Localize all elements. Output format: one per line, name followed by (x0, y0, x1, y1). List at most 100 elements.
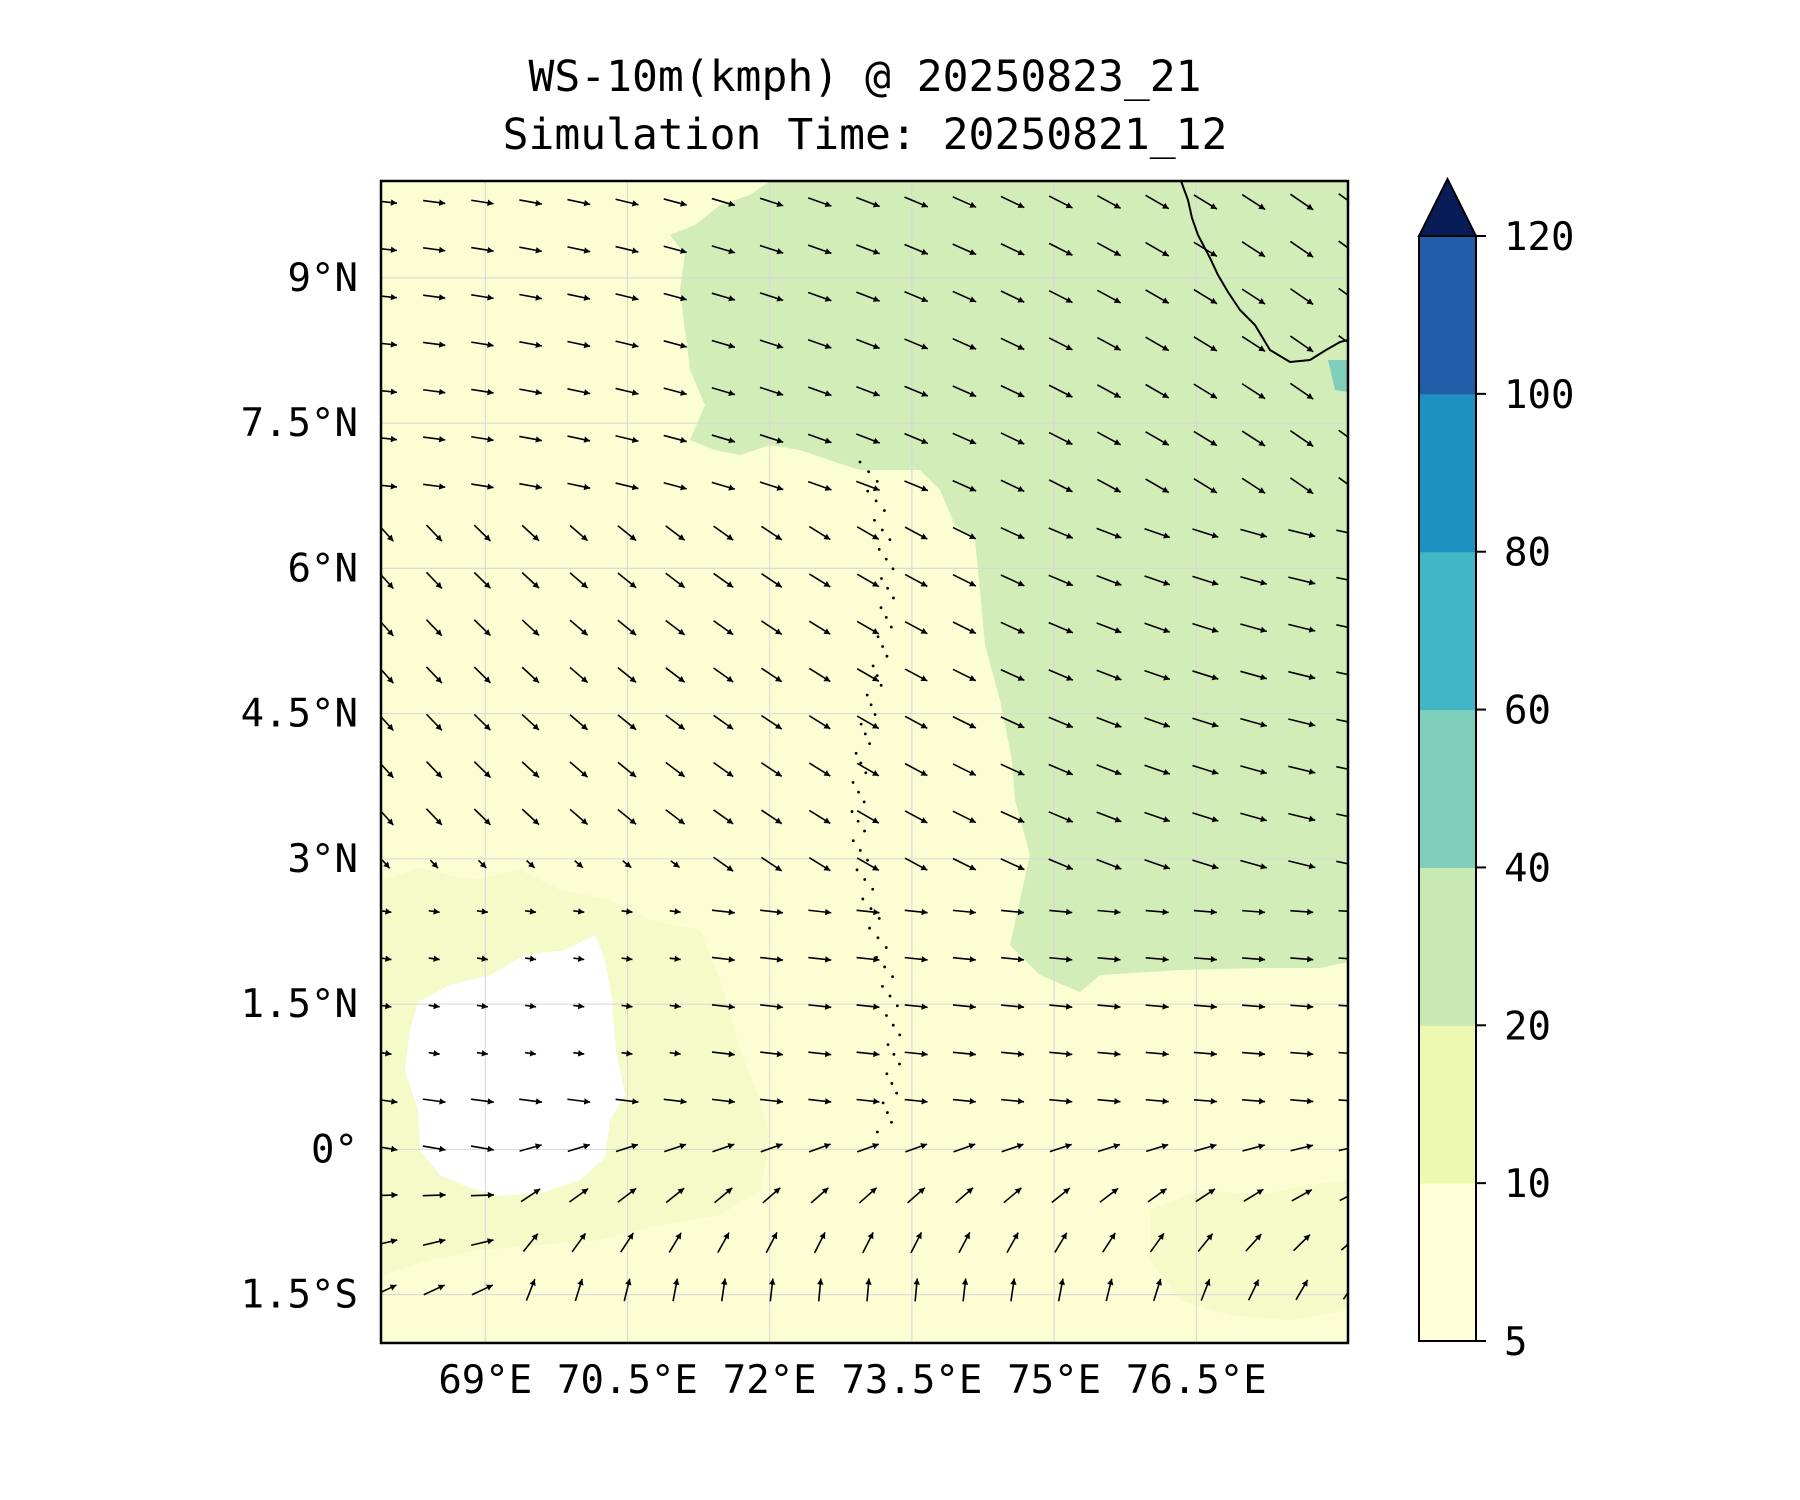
island-dot (881, 1101, 885, 1105)
wind-arrow (856, 668, 880, 682)
wind-arrow (904, 196, 929, 208)
wind-arrow (1193, 956, 1217, 963)
wind-arrow (1338, 193, 1348, 202)
wind-arrow (519, 1098, 543, 1105)
wind-arrow (1339, 1195, 1348, 1202)
wind-arrow (1049, 1098, 1073, 1105)
wind-arrow (1243, 1188, 1264, 1202)
wind-arrow (961, 1278, 969, 1302)
wind-arrow (952, 908, 976, 916)
wind-arrow (567, 388, 591, 396)
wind-arrow (1145, 289, 1170, 304)
wind-arrow (1049, 956, 1073, 963)
wind-arrow (473, 761, 492, 779)
wind-arrow (907, 1187, 926, 1204)
island-dot (890, 1120, 893, 1124)
wind-arrow (759, 292, 784, 302)
wind-arrow (1145, 1050, 1169, 1058)
wind-arrow (807, 291, 832, 302)
wind-arrow (759, 244, 784, 255)
wind-arrow (1097, 956, 1121, 963)
wind-arrow (569, 524, 589, 542)
wind-arrow (808, 908, 832, 916)
wind-arrow (1241, 430, 1266, 447)
title-line-2: Simulation Time: 20250821_12 (502, 110, 1228, 160)
wind-arrow (425, 808, 443, 826)
wind-arrow (858, 1187, 878, 1204)
colorbar-segment (1419, 867, 1476, 1026)
wind-arrow (808, 1003, 832, 1010)
wind-arrow (952, 196, 977, 208)
wind-arrow (1105, 1278, 1114, 1302)
wind-arrow (1336, 765, 1348, 770)
wind-arrow (955, 1187, 974, 1204)
wind-arrow (711, 339, 736, 349)
wind-arrow (567, 435, 591, 443)
plot-area (381, 181, 1348, 1343)
colorbar-extend-arrow (1417, 176, 1478, 237)
wind-arrow (1096, 669, 1122, 681)
wind-arrow (759, 481, 784, 491)
island-dot (876, 635, 880, 639)
island-dot (851, 839, 855, 843)
wind-arrow (862, 1231, 874, 1254)
wind-arrow (471, 1284, 494, 1296)
wind-arrow (473, 713, 492, 731)
wind-arrow (1057, 1278, 1065, 1302)
wind-arrow (428, 955, 440, 962)
island-dot (884, 557, 888, 561)
wind-arrow (569, 619, 589, 636)
lat-tick-label: 9°N (288, 256, 358, 301)
lon-tick-label: 75°E (1007, 1358, 1101, 1403)
wind-arrow (569, 572, 589, 589)
wind-arrow (615, 1098, 639, 1105)
island-dot (882, 509, 886, 512)
wind-arrow (621, 1050, 633, 1057)
colorbar-segment (1419, 709, 1476, 868)
wind-arrow (1192, 670, 1219, 681)
wind-arrow (615, 198, 639, 207)
wind-arrow (952, 668, 977, 682)
lon-tick-label: 76.5°E (1126, 1358, 1267, 1403)
wind-arrow (1048, 858, 1074, 871)
wind-arrow (615, 245, 639, 254)
wind-arrow (808, 715, 831, 730)
wind-arrow (423, 1284, 445, 1296)
wind-arrow (1288, 529, 1316, 539)
wind-arrow (711, 387, 736, 396)
wind-arrow (856, 244, 880, 255)
island-dot (858, 849, 862, 852)
island-dot (892, 596, 895, 600)
wind-arrow (1289, 429, 1314, 448)
wind-arrow (1145, 908, 1169, 916)
wind-arrow (760, 762, 783, 778)
wind-arrow (1289, 193, 1314, 211)
island-dot (876, 1130, 879, 1134)
wind-arrow (425, 666, 443, 684)
wind-arrow (665, 761, 686, 778)
wind-arrow (571, 1232, 587, 1253)
wind-arrow (428, 1002, 440, 1010)
wind-arrow (1145, 478, 1170, 494)
wind-arrow (904, 668, 928, 682)
india-coastline (1180, 181, 1348, 364)
wind-arrow (381, 1050, 392, 1057)
wind-arrow (1000, 384, 1025, 398)
island-dot (863, 732, 867, 736)
colorbar-tick-label: 100 (1504, 373, 1574, 418)
island-dot (891, 567, 895, 571)
wind-arrow (665, 714, 686, 731)
wind-arrow (617, 572, 637, 589)
wind-arrow (428, 908, 440, 915)
wind-arrow (1242, 1097, 1266, 1105)
wind-arrow (519, 388, 543, 396)
wind-arrow (713, 761, 734, 778)
wind-arrow (1000, 290, 1025, 303)
wind-arrow (952, 1050, 976, 1058)
wind-arrow (717, 1232, 730, 1254)
lat-tick-label: 6°N (288, 546, 358, 591)
wind-arrow (1145, 194, 1170, 210)
island-dot (881, 984, 884, 988)
wind-arrow (521, 572, 540, 589)
wind-arrow (1336, 813, 1348, 818)
